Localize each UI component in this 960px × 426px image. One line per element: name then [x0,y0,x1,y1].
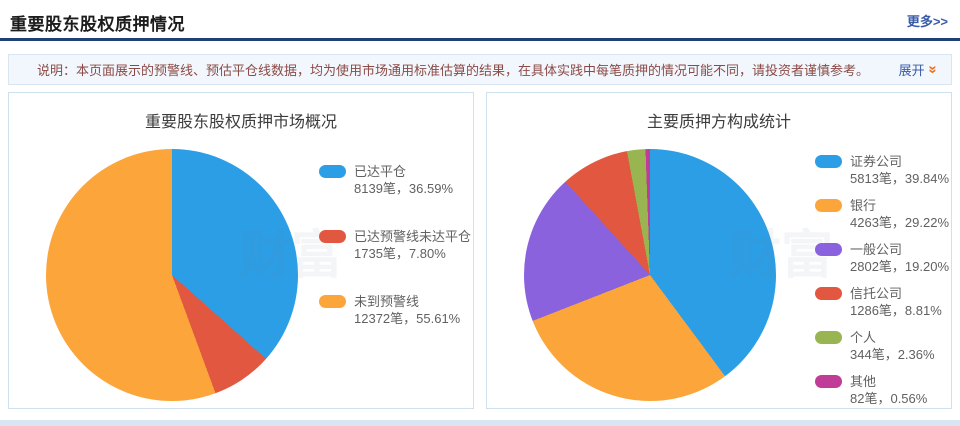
pie-chart-market[interactable] [46,149,298,401]
legend-item[interactable]: 已达预警线未达平仓 1735笔，7.80% [319,228,471,262]
legend-value: 12372笔，55.61% [354,311,461,326]
notice-text: 说明：本页面展示的预警线、预估平仓线数据，均为使用市场通用标准估算的结果，在具体… [37,63,870,78]
legend-label: 已达平仓 [354,164,407,179]
legend-swatch-icon [815,199,842,212]
legend-label: 个人 [850,330,877,345]
header-divider [0,38,960,41]
legend-swatch-icon [319,165,346,178]
chart-title-market: 重要股东股权质押市场概况 [144,114,337,131]
legend-label: 信托公司 [850,286,903,301]
expand-label: 展开 [898,63,925,78]
legend-market: 已达平仓 8139笔，36.59% 已达预警线未达平仓 1735笔，7.80% … [319,163,471,327]
legend-item[interactable]: 一般公司 2802笔，19.20% [815,241,949,275]
legend-label: 未到预警线 [354,294,420,309]
page-title: 重要股东股权质押情况 [10,15,185,34]
notice-bar: 说明：本页面展示的预警线、预估平仓线数据，均为使用市场通用标准估算的结果，在具体… [8,54,952,85]
legend-value: 1286笔，8.81% [850,303,942,318]
legend-swatch-icon [319,230,346,243]
legend-label: 其他 [850,374,877,389]
pledgee-composition-panel: 主要质押方构成统计 财富 证券公司 5813笔，39.84% 银行 4263笔，… [486,92,952,409]
legend-swatch-icon [319,295,346,308]
legend-swatch-icon [815,243,842,256]
charts-row: 重要股东股权质押市场概况 财富 已达平仓 8139笔，36.59% 已达预警线未… [8,92,952,409]
next-section-edge [0,420,960,426]
pie-chart-composition[interactable] [524,149,776,401]
chevrons-down-icon: » [924,65,942,74]
legend-item[interactable]: 证券公司 5813笔，39.84% [815,153,949,187]
legend-item[interactable]: 其他 82笔，0.56% [815,373,949,407]
more-link[interactable]: 更多>> [906,14,948,29]
legend-label: 一般公司 [850,242,903,257]
legend-swatch-icon [815,155,842,168]
legend-value: 4263笔，29.22% [850,215,950,230]
legend-value: 1735笔，7.80% [354,246,446,261]
legend-item[interactable]: 未到预警线 12372笔，55.61% [319,293,471,327]
legend-label: 银行 [850,198,877,213]
chart-title-composition: 主要质押方构成统计 [646,114,791,131]
pledge-market-panel: 重要股东股权质押市场概况 财富 已达平仓 8139笔，36.59% 已达预警线未… [8,92,474,409]
legend-item[interactable]: 已达平仓 8139笔，36.59% [319,163,471,197]
legend-value: 8139笔，36.59% [354,181,454,196]
header: 重要股东股权质押情况 更多>> [0,0,960,38]
legend-swatch-icon [815,375,842,388]
legend-item[interactable]: 信托公司 1286笔，8.81% [815,285,949,319]
legend-item[interactable]: 个人 344笔，2.36% [815,329,949,363]
legend-value: 2802笔，19.20% [850,259,950,274]
legend-label: 已达预警线未达平仓 [354,229,472,244]
expand-link[interactable]: 展开 » [898,60,942,79]
legend-label: 证券公司 [850,154,903,169]
legend-swatch-icon [815,331,842,344]
legend-swatch-icon [815,287,842,300]
legend-value: 82笔，0.56% [850,391,928,406]
legend-value: 344笔，2.36% [850,347,935,362]
legend-composition: 证券公司 5813笔，39.84% 银行 4263笔，29.22% 一般公司 [815,153,949,407]
legend-item[interactable]: 银行 4263笔，29.22% [815,197,949,231]
legend-value: 5813笔，39.84% [850,171,950,186]
